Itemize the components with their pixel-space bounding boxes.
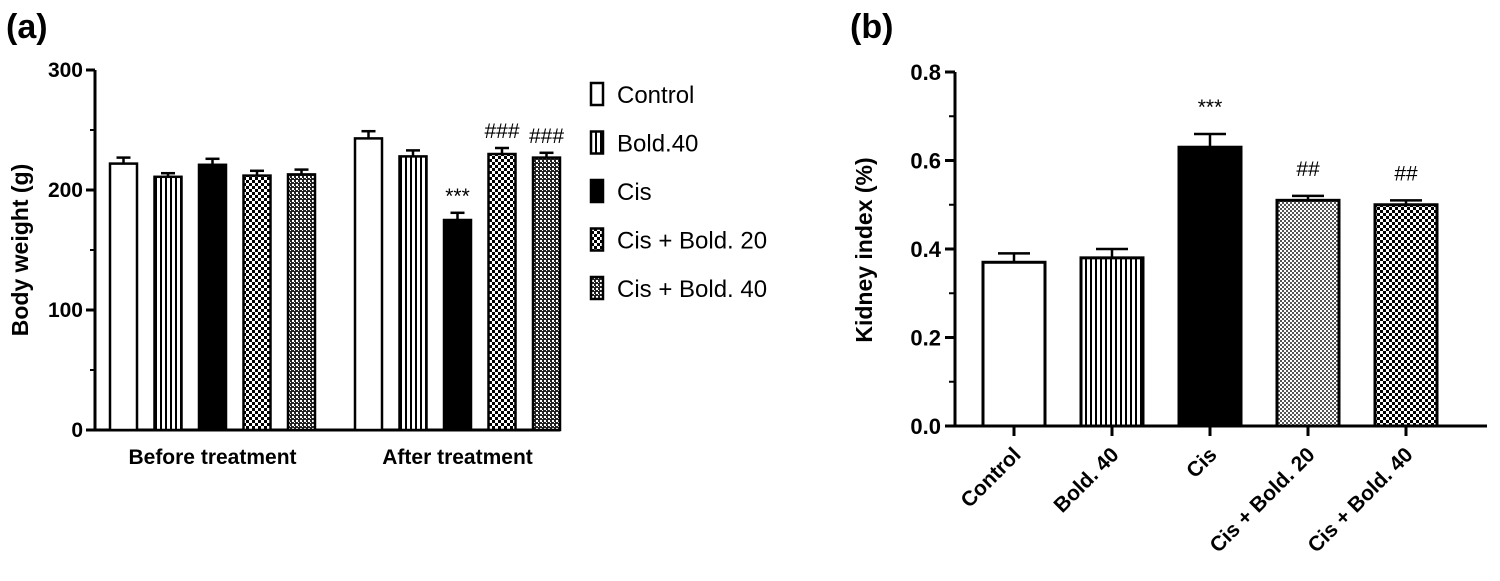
chart-a-bar (286, 173, 317, 432)
chart-a-bar (398, 155, 428, 432)
chart-a: Body weight (g) 0 100 200 300 Before treatme… (7, 59, 564, 469)
legend-label: Cis + Bold. 40 (617, 276, 767, 303)
chart-a-x-group-label: Before treatment (128, 446, 296, 469)
chart-a-legend: Control Bold.40 Cis Cis + Bold. 20 Cis + Bol… (589, 81, 767, 303)
chart-b-bar (1373, 203, 1439, 428)
chart-a-significance-label: ### (484, 120, 519, 143)
chart-b-significance-label: ## (1394, 162, 1418, 185)
chart-a-bar (242, 174, 272, 432)
chart-b-bar (1275, 198, 1341, 428)
chart-b-x-tick-label: Cis + Bold. 40 (1303, 443, 1417, 557)
chart-a-y-tick-label: 300 (48, 59, 83, 82)
chart-b-bar (981, 260, 1047, 428)
chart-b-bar (1177, 145, 1243, 428)
legend-swatch (589, 227, 605, 252)
chart-a-significance-label: ### (529, 125, 564, 148)
chart-b-x-tick-label: Cis + Bold. 20 (1205, 443, 1319, 557)
chart-a-bar (531, 156, 562, 432)
chart-a-bar (197, 163, 228, 432)
panel-a-label: (a) (6, 8, 48, 46)
chart-b-significance-label: *** (1198, 96, 1223, 119)
chart-b-y-tick-label: 0.6 (910, 149, 941, 174)
legend-swatch (589, 81, 605, 107)
panel-b-label: (b) (850, 8, 893, 46)
chart-a-bar (153, 175, 183, 432)
legend-swatch (589, 130, 605, 155)
chart-a-bar (108, 162, 139, 432)
legend-label: Cis (617, 179, 652, 206)
chart-a-bar (487, 152, 517, 432)
chart-b-significance-label: ## (1296, 158, 1320, 181)
chart-b-bar (1079, 256, 1145, 428)
legend-swatch (589, 275, 605, 301)
chart-a-significance-label: *** (445, 185, 470, 208)
chart-a-x-group-label: After treatment (382, 446, 533, 469)
chart-b-x-tick-label: Cis (1182, 443, 1221, 482)
legend-label: Control (617, 82, 694, 109)
chart-b-y-tick-label: 0.4 (910, 237, 941, 262)
chart-a-y-tick-label: 100 (48, 299, 83, 322)
chart-a-y-tick-label: 200 (48, 179, 83, 202)
legend-label: Bold.40 (617, 131, 698, 158)
legend-label: Cis + Bold. 20 (617, 228, 767, 255)
chart-b-y-tick-label: 0.0 (910, 414, 941, 439)
chart-b-y-tick-label: 0.8 (910, 60, 941, 85)
chart-b-x-tick-label: Control (956, 443, 1025, 512)
chart-a-y-tick-label: 0 (71, 419, 83, 442)
chart-b: Kidney index (%) 0.0 0.2 0.4 0.6 0.8 Control B… (851, 60, 1487, 557)
chart-b-x-tick-label: Bold. 40 (1050, 443, 1124, 517)
chart-a-bar (353, 137, 384, 432)
chart-b-y-tick-label: 0.2 (910, 326, 941, 351)
legend-swatch (589, 178, 605, 204)
chart-a-bar (442, 218, 473, 432)
chart-a-y-axis-title: Body weight (g) (7, 164, 33, 336)
chart-b-y-axis-title: Kidney index (%) (851, 157, 877, 342)
